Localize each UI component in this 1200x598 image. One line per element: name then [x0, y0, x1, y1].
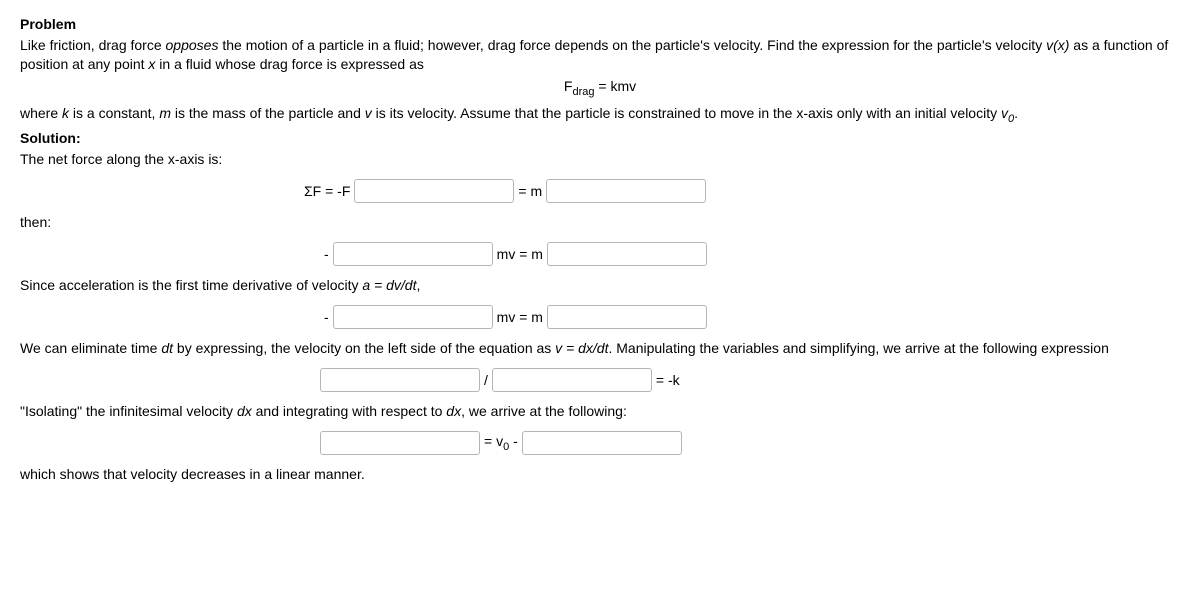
- eq5-a: = v: [484, 433, 503, 449]
- eq3-pre: -: [324, 309, 329, 325]
- text: .: [1014, 105, 1018, 121]
- drag-equation: Fdrag = kmv: [20, 78, 1180, 98]
- eq1-mid: = m: [518, 183, 542, 199]
- solution-heading: Solution:: [20, 130, 1180, 146]
- drag-sub: drag: [572, 86, 594, 98]
- text: the motion of a particle in a fluid; how…: [218, 37, 1046, 53]
- equation-row-5: = v0 -: [320, 431, 1180, 455]
- net-force-text: The net force along the x-axis is:: [20, 150, 1180, 169]
- eq2-pre: -: [324, 246, 329, 262]
- a-eq: a = dv/dt: [362, 277, 416, 293]
- text: We can eliminate time: [20, 340, 161, 356]
- problem-text-2: where k is a constant, m is the mass of …: [20, 104, 1180, 127]
- text: ,: [416, 277, 420, 293]
- final-text: which shows that velocity decreases in a…: [20, 465, 1180, 484]
- accel-text: Since acceleration is the first time der…: [20, 276, 1180, 295]
- text: is its velocity. Assume that the particl…: [372, 105, 1001, 121]
- text: , we arrive at the following:: [461, 403, 627, 419]
- blank-2a[interactable]: [333, 242, 493, 266]
- eq5-c: -: [509, 433, 518, 449]
- eq5-mid: = v0 -: [484, 433, 518, 453]
- eliminate-text: We can eliminate time dt by expressing, …: [20, 339, 1180, 358]
- text: "Isolating" the infinitesimal velocity: [20, 403, 237, 419]
- vx: v(x): [1046, 37, 1069, 53]
- text: in a fluid whose drag force is expressed…: [155, 56, 423, 72]
- v0-v: v: [1001, 105, 1008, 121]
- text: Since acceleration is the first time der…: [20, 277, 362, 293]
- text: where: [20, 105, 62, 121]
- eq2-mid: mv = m: [497, 246, 543, 262]
- then-text: then:: [20, 213, 1180, 232]
- blank-3a[interactable]: [333, 305, 493, 329]
- text: . Manipulating the variables and simplif…: [608, 340, 1108, 356]
- m: m: [159, 105, 171, 121]
- problem-heading: Problem: [20, 16, 1180, 32]
- dt: dt: [161, 340, 173, 356]
- blank-1a[interactable]: [354, 179, 514, 203]
- text: and integrating with respect to: [252, 403, 447, 419]
- dx2: dx: [446, 403, 461, 419]
- text: by expressing, the velocity on the left …: [173, 340, 555, 356]
- k: k: [62, 105, 69, 121]
- text: is a constant,: [69, 105, 159, 121]
- v-dxdt: v = dx/dt: [555, 340, 608, 356]
- rhs: = kmv: [594, 78, 636, 94]
- problem-text-1: Like friction, drag force opposes the mo…: [20, 36, 1180, 74]
- blank-2b[interactable]: [547, 242, 707, 266]
- blank-4b[interactable]: [492, 368, 652, 392]
- equation-row-4: / = -k: [320, 368, 1180, 392]
- equation-row-1: ΣF = -F = m: [300, 179, 1180, 203]
- blank-5b[interactable]: [522, 431, 682, 455]
- blank-5a[interactable]: [320, 431, 480, 455]
- equation-row-3: - mv = m: [320, 305, 1180, 329]
- blank-4a[interactable]: [320, 368, 480, 392]
- isolate-text: "Isolating" the infinitesimal velocity d…: [20, 402, 1180, 421]
- blank-1b[interactable]: [546, 179, 706, 203]
- text: is the mass of the particle and: [171, 105, 365, 121]
- text: Like friction, drag force: [20, 37, 166, 53]
- dx1: dx: [237, 403, 252, 419]
- eq1-pre: ΣF = -F: [304, 183, 350, 199]
- eq3-mid: mv = m: [497, 309, 543, 325]
- eq4-end: = -k: [656, 372, 680, 388]
- opposes: opposes: [166, 37, 219, 53]
- eq4-mid: /: [484, 372, 488, 388]
- v: v: [365, 105, 372, 121]
- blank-3b[interactable]: [547, 305, 707, 329]
- equation-row-2: - mv = m: [320, 242, 1180, 266]
